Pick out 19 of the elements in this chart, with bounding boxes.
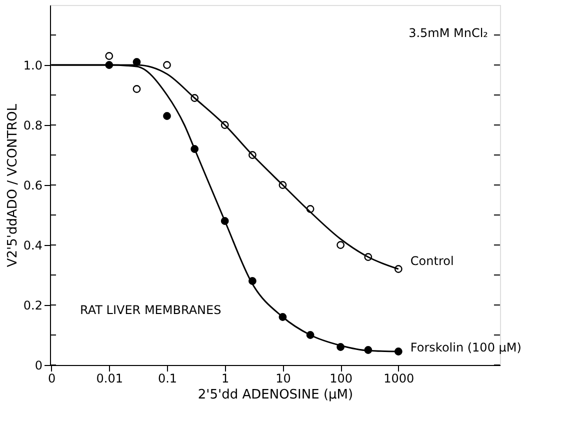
y-axis-title: V2'5'ddADO / VCONTROL [5,103,20,268]
series-label: Control [410,254,454,268]
y-tick-label: 0.4 [23,238,42,252]
y-tick-label: 0.6 [23,178,42,192]
y-tick-label: 1.0 [23,58,42,72]
x-tick-label: 1000 [384,372,414,386]
x-tick-label: 10 [276,372,291,386]
x-axis-title: 2'5'dd ADENOSINE (μM) [198,388,354,402]
x-tick-label: 0.01 [96,372,124,386]
x-tick-label: 0.1 [158,372,178,386]
annotation: RAT LIVER MEMBRANES [80,303,222,317]
x-tick-label: 100 [330,372,353,386]
x-tick-label: 1 [222,372,230,386]
y-tick-label: 0.2 [23,298,42,312]
y-tick-label: 0.8 [23,118,42,132]
legend-label: Forskolin (100 μM) [410,340,522,354]
annotation: 3.5mM MnCl₂ [408,26,488,40]
x-tick-label: 0 [48,372,56,386]
y-tick-label: 0 [34,358,42,372]
